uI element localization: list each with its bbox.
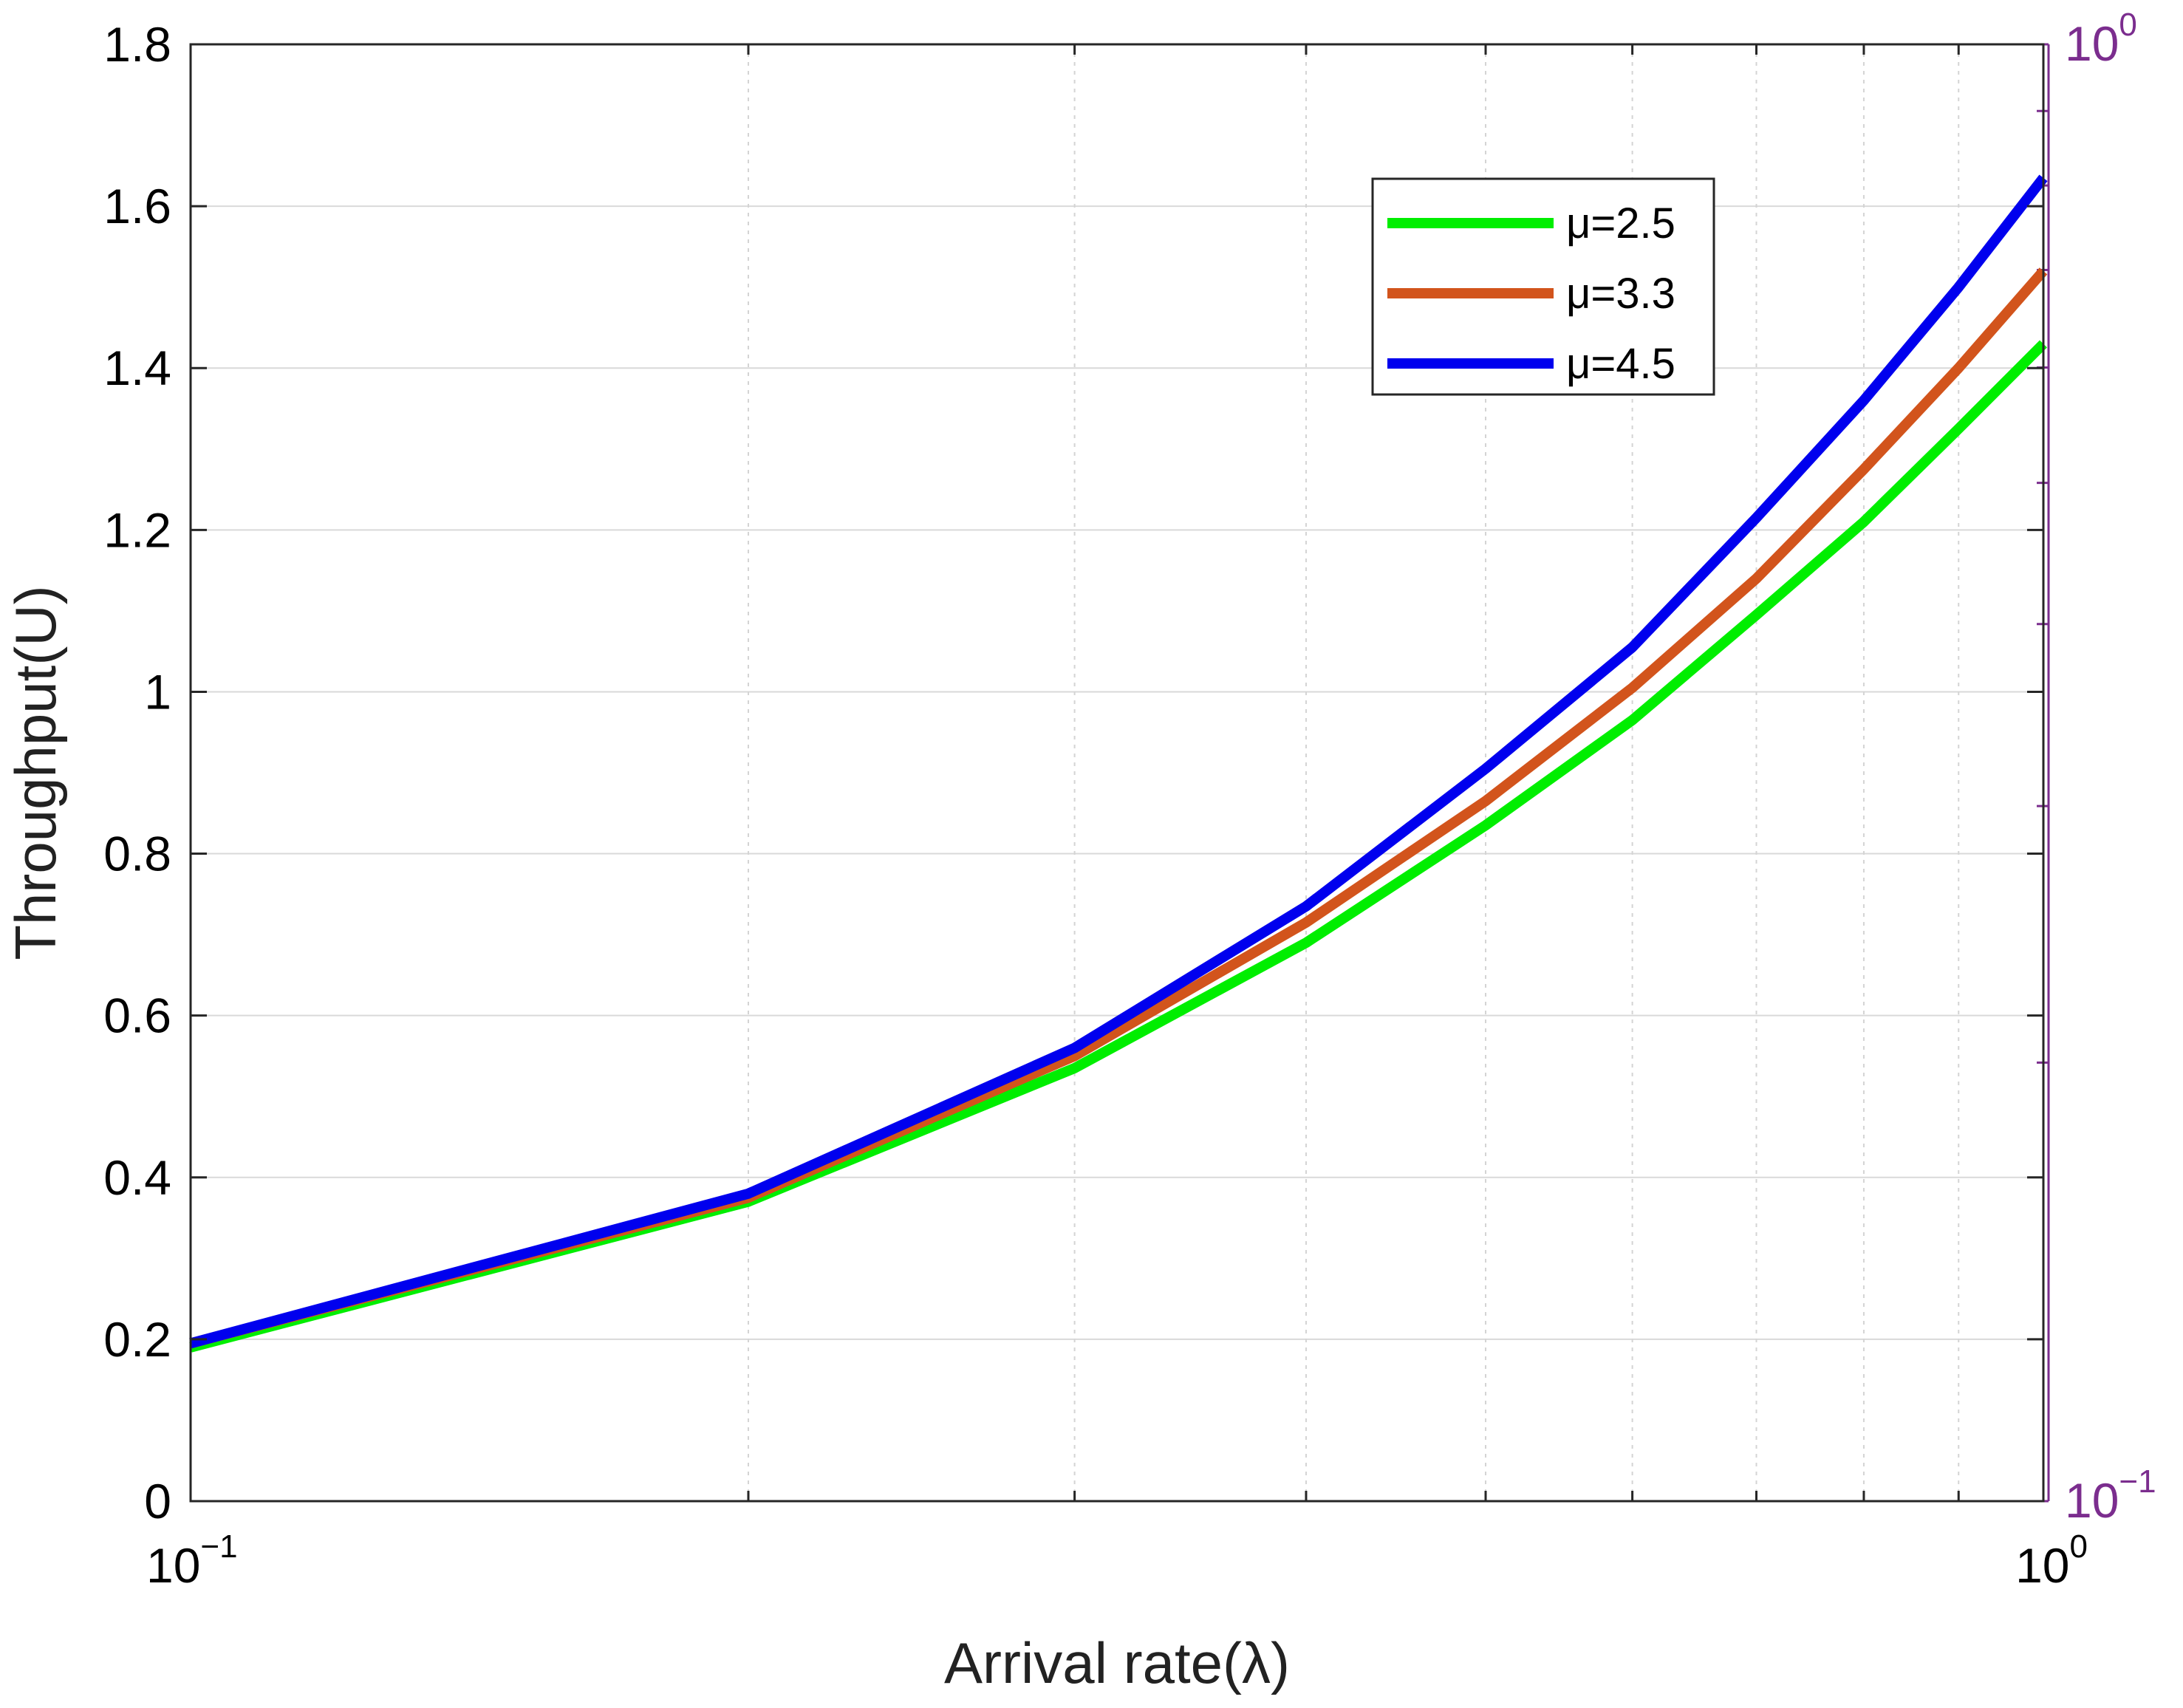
y-tick-label: 0.2 [103, 1312, 171, 1367]
x-tick-label: 100 [2015, 1528, 2088, 1593]
right-tick-label: 10−1 [2065, 1463, 2156, 1528]
legend-label: μ=2.5 [1566, 199, 1675, 247]
y-axis-title: Throughput(U) [3, 585, 68, 960]
y-tick-label: 1 [144, 664, 171, 719]
y-axis: 0 0.2 0.4 0.6 0.8 1 1.2 1.4 1.6 1.8 [103, 17, 2043, 1528]
y-tick-label: 1.8 [103, 17, 171, 72]
y-tick-label: 0.4 [103, 1150, 171, 1205]
legend-label: μ=3.3 [1566, 270, 1675, 318]
y-tick-label: 0.6 [103, 988, 171, 1043]
y-tick-label: 1.4 [103, 341, 171, 395]
y-tick-label: 1.6 [103, 179, 171, 233]
y-tick-label: 0.8 [103, 827, 171, 881]
y-tick-label: 0 [144, 1474, 171, 1528]
series-layer [189, 174, 2048, 1353]
x-axis-title: Arrival rate(λ) [944, 1630, 1290, 1695]
series-line-3 [189, 174, 2048, 1349]
series-line-1 [189, 340, 2047, 1353]
series-line-2 [189, 267, 2048, 1349]
plot-frame [189, 43, 2045, 1503]
legend-label: μ=4.5 [1566, 340, 1675, 388]
y-tick-label: 1.2 [103, 502, 171, 557]
legend: μ=2.5 μ=3.3 μ=4.5 [1371, 177, 1715, 396]
